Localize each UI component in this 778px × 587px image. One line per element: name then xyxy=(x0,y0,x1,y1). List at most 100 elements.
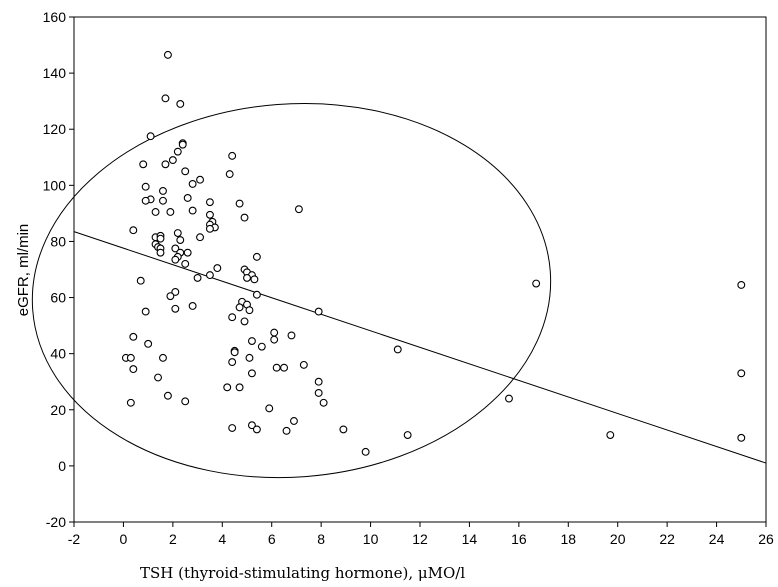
data-point xyxy=(228,358,237,367)
data-point xyxy=(154,373,162,382)
x-tick-label: 14 xyxy=(462,531,478,547)
data-point xyxy=(240,213,249,222)
x-tick-label: 26 xyxy=(758,531,774,547)
data-point xyxy=(146,132,155,141)
data-point xyxy=(225,170,234,179)
data-point xyxy=(141,196,150,205)
data-point xyxy=(171,255,180,264)
data-point xyxy=(252,290,261,299)
regression-line xyxy=(73,231,767,464)
data-point xyxy=(250,275,259,284)
x-axis-ticks: -2 0 2 4 6 8 10 12 14 16 18 20 22 24 26 xyxy=(68,522,774,547)
data-point xyxy=(290,417,298,425)
data-point xyxy=(139,160,148,169)
y-tick-label: 140 xyxy=(43,65,67,81)
data-point xyxy=(280,363,289,372)
data-point xyxy=(294,205,303,214)
x-tick-label: 6 xyxy=(268,531,276,547)
data-point xyxy=(173,229,182,237)
data-point xyxy=(168,156,177,165)
data-point xyxy=(156,234,165,243)
data-point xyxy=(163,50,172,59)
data-point xyxy=(314,388,323,397)
data-point xyxy=(247,337,256,345)
data-point xyxy=(166,208,175,216)
data-point xyxy=(136,276,145,285)
data-point xyxy=(737,280,746,289)
data-point xyxy=(126,398,135,407)
x-tick-label: 16 xyxy=(511,531,527,547)
data-point xyxy=(606,431,615,439)
x-tick-label: 8 xyxy=(317,531,325,547)
data-point xyxy=(129,332,138,341)
data-point xyxy=(156,248,165,257)
data-point xyxy=(314,307,323,316)
data-point xyxy=(361,447,370,456)
data-point xyxy=(188,302,197,310)
data-point xyxy=(252,425,261,434)
data-point xyxy=(282,426,291,435)
data-point xyxy=(257,342,266,351)
data-point xyxy=(252,252,261,261)
data-point xyxy=(183,248,192,257)
data-point xyxy=(532,279,541,288)
data-point xyxy=(319,398,328,407)
data-point xyxy=(151,208,160,216)
data-point xyxy=(181,397,190,406)
x-tick-label: 22 xyxy=(659,531,675,547)
data-point xyxy=(403,431,412,439)
data-point xyxy=(159,186,167,195)
data-point xyxy=(235,303,244,312)
data-point xyxy=(161,160,170,169)
y-axis-ticks: -20 0 20 40 60 80 100 120 140 160 xyxy=(43,9,74,530)
data-point xyxy=(161,94,170,103)
x-tick-label: 2 xyxy=(169,531,177,547)
y-tick-label: 20 xyxy=(50,402,66,418)
data-point xyxy=(196,175,204,184)
data-point xyxy=(287,331,296,340)
data-point xyxy=(228,424,237,432)
data-point xyxy=(247,369,256,378)
data-point xyxy=(223,383,232,392)
data-point xyxy=(181,167,190,176)
plot-frame xyxy=(73,16,767,523)
data-point xyxy=(188,179,197,188)
data-point xyxy=(183,194,192,202)
data-point xyxy=(235,199,244,208)
data-point xyxy=(230,348,239,357)
confidence-ellipse xyxy=(31,102,552,479)
data-point xyxy=(272,363,281,372)
data-point xyxy=(247,421,256,430)
data-point xyxy=(243,273,251,282)
data-point xyxy=(505,394,513,403)
data-point xyxy=(126,353,135,362)
y-tick-label: 120 xyxy=(43,121,67,137)
data-point xyxy=(141,182,150,191)
y-tick-label: 0 xyxy=(58,458,66,474)
y-tick-label: 100 xyxy=(43,177,67,193)
data-point xyxy=(228,313,237,322)
data-point xyxy=(339,425,348,434)
data-point xyxy=(176,100,185,108)
data-point xyxy=(205,210,214,219)
y-tick-label: 160 xyxy=(43,9,67,25)
data-point xyxy=(393,345,402,354)
data-point xyxy=(159,353,167,362)
data-point xyxy=(166,292,175,301)
data-point xyxy=(737,433,746,442)
data-point xyxy=(299,360,308,369)
data-point xyxy=(270,335,279,344)
data-point xyxy=(159,196,167,205)
data-point xyxy=(205,224,214,233)
data-point xyxy=(270,328,279,337)
data-point xyxy=(141,307,150,316)
y-tick-label: 60 xyxy=(50,290,66,306)
data-point xyxy=(171,287,180,296)
data-point xyxy=(314,377,323,386)
data-point xyxy=(245,353,254,362)
data-point xyxy=(173,147,182,156)
confidence-ellipse-layer xyxy=(31,102,552,479)
x-tick-label: 10 xyxy=(363,531,379,547)
x-tick-label: 12 xyxy=(412,531,428,547)
